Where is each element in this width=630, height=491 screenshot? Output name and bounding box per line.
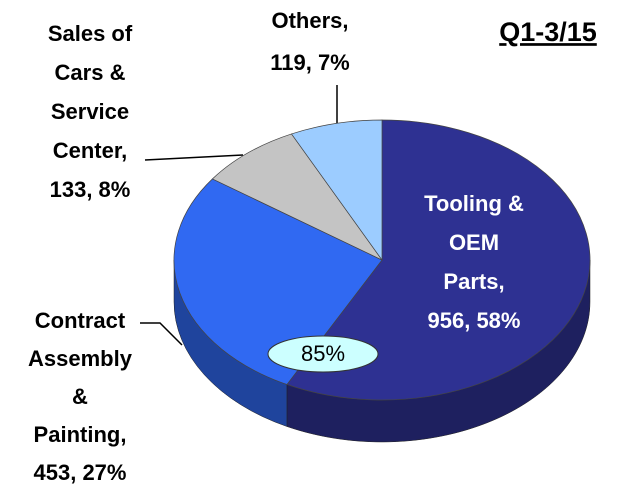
data-label: 956, 58%: [428, 308, 521, 333]
labels: Tooling & OEM Parts, 956, 58% Contract Assemb…: [28, 8, 524, 485]
leader-line: [140, 322, 183, 346]
data-label: Assembly: [28, 346, 133, 371]
data-label: 453, 27%: [34, 460, 127, 485]
chart-title: Q1-3/15: [499, 17, 597, 47]
data-label: Cars &: [55, 60, 126, 85]
pie: [173, 119, 591, 443]
slice: [211, 133, 383, 261]
data-label: Service: [51, 99, 129, 124]
annotation-bubble: [267, 335, 379, 373]
data-label: Sales of: [48, 21, 133, 46]
data-label: Center,: [53, 138, 128, 163]
data-label: &: [72, 384, 88, 409]
data-label: 119, 7%: [270, 50, 350, 75]
data-label: OEM: [449, 230, 499, 255]
data-label: Parts,: [443, 269, 504, 294]
annotation: 85%: [301, 341, 345, 366]
slice: [173, 178, 383, 385]
data-label: Painting,: [34, 422, 127, 447]
data-label: Tooling &: [424, 191, 524, 216]
slice: [290, 119, 383, 262]
data-label: Others,: [271, 8, 348, 33]
slice: [286, 119, 591, 401]
leader-line: [144, 154, 244, 161]
data-label: 133, 8%: [50, 177, 131, 202]
data-label: Contract: [35, 308, 126, 333]
